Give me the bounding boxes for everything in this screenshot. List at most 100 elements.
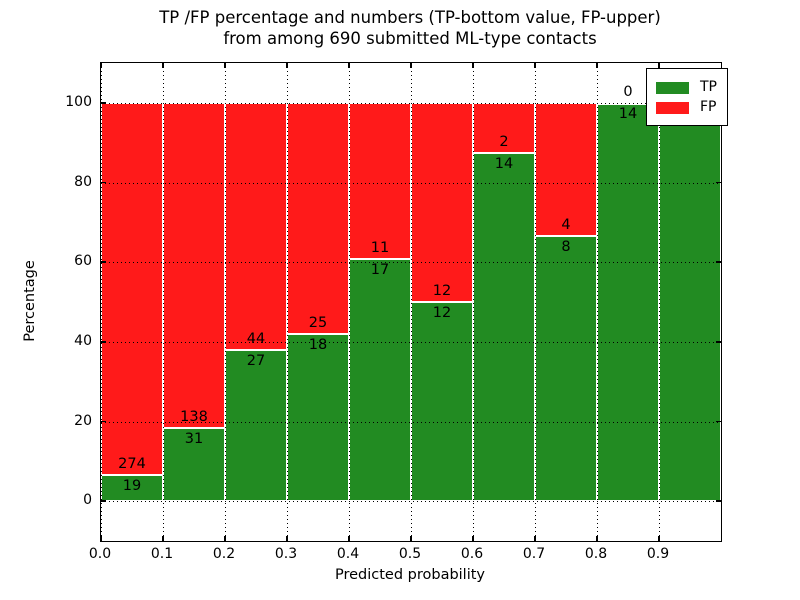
y-tick-label: 100 — [65, 93, 92, 110]
tp-color-swatch — [656, 81, 689, 94]
tp-count-label: 14 — [494, 155, 514, 172]
tp-count-label: 31 — [184, 431, 204, 448]
bar-segment-tp — [535, 235, 597, 502]
x-gridline — [411, 63, 412, 541]
x-tick-bottom — [410, 536, 412, 541]
y-gridline — [101, 182, 721, 184]
fp-count-label: 274 — [118, 456, 146, 473]
x-tick-bottom — [162, 536, 164, 541]
x-tick-label: 0.2 — [212, 546, 236, 562]
x-tick-label: 0.8 — [584, 546, 608, 562]
x-tick-bottom — [658, 536, 660, 541]
x-tick-label: 0.7 — [522, 546, 546, 562]
tp-count-label: 19 — [122, 478, 142, 495]
fp-count-label: 25 — [308, 315, 328, 332]
x-axis-label: Predicted probability — [334, 567, 486, 583]
y-gridline — [101, 341, 721, 343]
legend: TP FP — [646, 68, 728, 126]
x-tick-bottom — [596, 536, 598, 541]
x-gridline — [287, 63, 288, 541]
tp-count-label: 27 — [246, 352, 266, 369]
y-tick-left — [101, 181, 106, 184]
x-tick-top — [658, 63, 660, 68]
bar-segment-tp — [101, 475, 163, 502]
fp-count-label: 11 — [370, 240, 390, 257]
y-tick-label: 20 — [74, 412, 92, 429]
y-tick-label: 80 — [74, 173, 92, 190]
bar-segment-fp — [535, 102, 597, 236]
bar-segment-fp — [411, 102, 473, 302]
legend-item-tp: TP — [656, 79, 718, 96]
bar-segment-tp — [225, 349, 287, 502]
x-tick-bottom — [348, 536, 350, 541]
x-tick-bottom — [224, 536, 226, 541]
x-tick-label: 0.1 — [150, 546, 174, 562]
y-tick-right — [716, 341, 721, 343]
x-tick-label: 0.3 — [274, 546, 298, 562]
x-gridline — [163, 63, 164, 541]
y-tick-left — [101, 341, 106, 343]
y-axis-label: Percentage — [22, 260, 38, 342]
y-tick-label: 0 — [83, 492, 92, 509]
x-gridline — [349, 63, 350, 541]
y-gridline — [101, 262, 721, 264]
x-gridline — [473, 63, 474, 541]
x-tick-label: 0.6 — [460, 546, 484, 562]
y-tick-left — [101, 500, 106, 502]
fp-count-label: 12 — [432, 283, 452, 299]
y-gridline — [101, 501, 721, 503]
legend-label-fp: FP — [700, 99, 717, 115]
x-tick-top — [596, 63, 598, 68]
x-tick-top — [100, 63, 102, 68]
x-tick-label: 0.9 — [646, 546, 670, 562]
bar-segment-tp — [659, 102, 721, 502]
x-tick-top — [534, 63, 536, 68]
fp-count-label: 138 — [180, 409, 208, 426]
y-tick-right — [716, 181, 721, 184]
x-tick-label: 0.4 — [336, 546, 360, 562]
bar-segment-tp — [411, 302, 473, 502]
x-tick-top — [348, 63, 350, 68]
y-tick-right — [716, 500, 721, 502]
bar-segment-tp — [597, 102, 659, 502]
y-tick-right — [716, 420, 721, 423]
y-tick-left — [101, 102, 106, 104]
legend-label-tp: TP — [700, 79, 717, 95]
x-tick-label: 0.5 — [398, 546, 422, 562]
bar-segment-fp — [225, 102, 287, 350]
x-tick-top — [224, 63, 226, 68]
y-tick-right — [716, 261, 721, 263]
chart-title-line1: TP /FP percentage and numbers (TP-bottom… — [159, 8, 661, 27]
y-tick-label: 60 — [74, 253, 92, 270]
bar-segment-fp — [163, 102, 225, 429]
fp-count-label: 2 — [499, 133, 509, 150]
x-gridline — [597, 63, 598, 541]
plot-area: 2741913831442725181117121221448014020 TP… — [100, 62, 728, 542]
tp-count-label: 8 — [561, 238, 571, 255]
y-gridline — [101, 421, 721, 423]
y-tick-label: 40 — [74, 332, 92, 349]
bar-segment-tp — [163, 428, 225, 502]
tp-count-label: 17 — [370, 262, 390, 279]
bar-segment-tp — [287, 334, 349, 502]
fp-color-swatch — [656, 101, 689, 114]
x-tick-bottom — [286, 536, 288, 541]
x-gridline — [225, 63, 226, 541]
x-tick-top — [472, 63, 474, 68]
legend-item-fp: FP — [656, 99, 718, 116]
bar-segment-fp — [287, 102, 349, 335]
x-gridline — [101, 63, 102, 541]
bar-segment-fp — [349, 102, 411, 260]
y-tick-left — [101, 420, 106, 423]
x-tick-bottom — [534, 536, 536, 541]
fp-count-label: 4 — [561, 216, 571, 233]
chart-title-line2: from among 690 submitted ML-type contact… — [223, 29, 597, 48]
x-tick-top — [162, 63, 164, 68]
tp-count-label: 12 — [432, 305, 452, 321]
tp-count-label: 14 — [618, 105, 638, 122]
x-gridline — [535, 63, 536, 541]
chart-title: TP /FP percentage and numbers (TP-bottom… — [100, 7, 720, 49]
x-gridline — [659, 63, 660, 541]
x-tick-bottom — [472, 536, 474, 541]
